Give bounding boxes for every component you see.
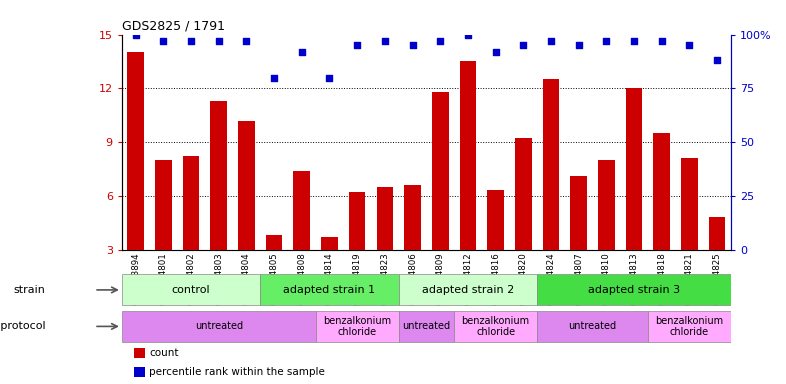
Bar <box>155 160 171 250</box>
Text: strain: strain <box>13 285 46 295</box>
Point <box>683 42 696 48</box>
Bar <box>571 176 587 250</box>
Point <box>711 57 723 63</box>
Point <box>628 38 641 44</box>
Bar <box>122 311 316 342</box>
Point <box>406 42 419 48</box>
Bar <box>653 133 670 250</box>
Bar <box>127 53 144 250</box>
Bar <box>542 79 560 250</box>
Bar <box>182 156 200 250</box>
Text: percentile rank within the sample: percentile rank within the sample <box>149 367 325 377</box>
Bar <box>487 190 504 250</box>
Text: benzalkonium
chloride: benzalkonium chloride <box>323 316 391 337</box>
Point <box>600 38 612 44</box>
Bar <box>122 274 260 306</box>
Bar <box>134 348 145 358</box>
Bar <box>537 274 731 306</box>
Bar <box>537 311 648 342</box>
Point <box>268 74 281 81</box>
Bar <box>404 185 421 250</box>
Point <box>130 31 142 38</box>
Point <box>212 38 225 44</box>
Bar <box>432 92 449 250</box>
Bar <box>681 158 698 250</box>
Point <box>185 38 197 44</box>
Text: benzalkonium
chloride: benzalkonium chloride <box>461 316 530 337</box>
Text: control: control <box>171 285 211 295</box>
Bar <box>238 121 255 250</box>
Text: benzalkonium
chloride: benzalkonium chloride <box>656 316 723 337</box>
Point <box>351 42 363 48</box>
Bar <box>454 311 537 342</box>
Point <box>490 49 502 55</box>
Text: untreated: untreated <box>568 321 616 331</box>
Point <box>241 38 253 44</box>
Point <box>157 38 170 44</box>
Bar <box>598 160 615 250</box>
Text: adapted strain 1: adapted strain 1 <box>284 285 376 295</box>
Point <box>656 38 668 44</box>
Bar <box>349 192 365 250</box>
Bar <box>709 217 725 250</box>
Point <box>572 42 585 48</box>
Point <box>379 38 391 44</box>
Bar <box>316 311 399 342</box>
Bar <box>293 171 310 250</box>
Text: growth protocol: growth protocol <box>0 321 46 331</box>
Point <box>545 38 557 44</box>
Text: adapted strain 2: adapted strain 2 <box>422 285 514 295</box>
Bar <box>460 61 476 250</box>
Text: untreated: untreated <box>402 321 450 331</box>
Text: adapted strain 3: adapted strain 3 <box>588 285 680 295</box>
Bar <box>260 274 399 306</box>
Point <box>296 49 308 55</box>
Bar <box>515 139 531 250</box>
Text: GDS2825 / 1791: GDS2825 / 1791 <box>122 19 225 32</box>
Text: untreated: untreated <box>195 321 243 331</box>
Bar <box>399 274 537 306</box>
Bar <box>399 311 454 342</box>
Point <box>461 31 474 38</box>
Bar <box>211 101 227 250</box>
Bar <box>321 237 338 250</box>
Bar <box>376 187 393 250</box>
Bar <box>648 311 731 342</box>
Bar <box>626 88 642 250</box>
Text: count: count <box>149 348 178 358</box>
Bar <box>266 235 282 250</box>
Point <box>323 74 336 81</box>
Bar <box>134 367 145 377</box>
Point <box>517 42 530 48</box>
Point <box>434 38 446 44</box>
